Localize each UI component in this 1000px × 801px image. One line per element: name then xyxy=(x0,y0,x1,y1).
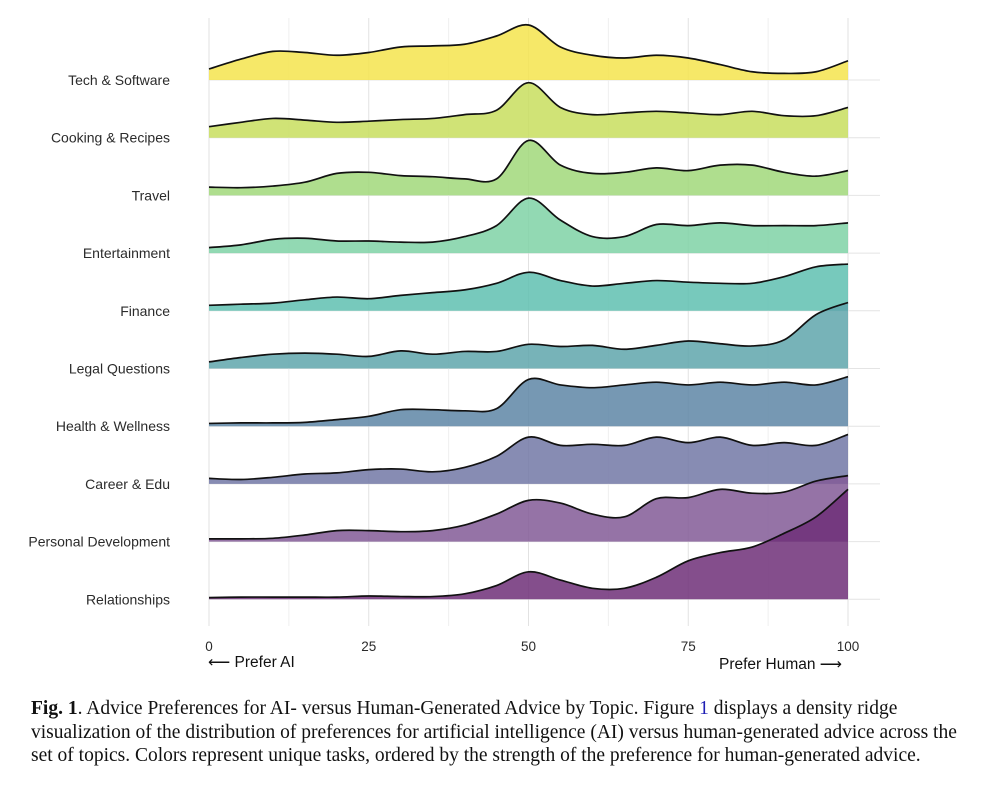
category-label-legal-questions: Legal Questions xyxy=(69,361,170,377)
ridge-line-relationships xyxy=(208,488,849,599)
category-label-entertainment: Entertainment xyxy=(83,245,170,261)
x-tick-label: 50 xyxy=(521,639,536,654)
caption-text-1: . Advice Preferences for AI- versus Huma… xyxy=(77,698,700,719)
ridge-area-travel xyxy=(209,140,848,196)
category-label-relationships: Relationships xyxy=(86,591,170,607)
category-label-tech-software: Tech & Software xyxy=(68,72,170,88)
category-label-travel: Travel xyxy=(132,187,170,203)
ridge-line-tech-software xyxy=(208,23,849,75)
ridge-area-health-wellness xyxy=(209,376,848,427)
ridge-line-finance xyxy=(208,263,849,307)
category-label-cooking-recipes: Cooking & Recipes xyxy=(51,130,170,146)
figure-label: Fig. 1 xyxy=(31,698,78,719)
density-ridgeline-chart: Tech & Software Cooking & Recipes Travel En… xyxy=(28,18,880,673)
ridge-personal-development xyxy=(208,474,849,542)
ridge-entertainment xyxy=(208,197,849,254)
ridge-travel xyxy=(208,139,849,196)
ridge-line-legal-questions xyxy=(208,301,849,363)
category-label-finance: Finance xyxy=(120,303,170,319)
ridge-cooking-recipes xyxy=(208,81,849,138)
x-tick-label: 25 xyxy=(361,639,376,654)
ridge-area-relationships xyxy=(209,489,848,600)
prefer-human-annotation: Prefer Human ⟶ xyxy=(719,656,843,673)
category-labels: Tech & Software Cooking & Recipes Travel En… xyxy=(28,72,170,607)
ridge-line-cooking-recipes xyxy=(208,81,849,128)
ridge-area-tech-software xyxy=(209,24,848,80)
ridge-area-career-edu xyxy=(209,434,848,484)
x-tick-label: 100 xyxy=(837,639,860,654)
category-label-personal-development: Personal Development xyxy=(28,534,170,550)
x-axis-ticks: 0 25 50 75 100 xyxy=(205,639,859,654)
ridge-line-travel xyxy=(208,139,849,189)
ridge-layer xyxy=(208,23,849,600)
ridge-line-entertainment xyxy=(208,197,849,249)
ridge-line-personal-development xyxy=(208,474,849,540)
x-tick-label: 0 xyxy=(205,639,213,654)
category-label-health-wellness: Health & Wellness xyxy=(56,418,170,434)
ridge-finance xyxy=(208,263,849,311)
figure-caption: Fig. 1. Advice Preferences for AI- versu… xyxy=(31,697,976,768)
ridge-line-career-edu xyxy=(208,433,849,481)
x-tick-label: 75 xyxy=(681,639,696,654)
ridge-area-legal-questions xyxy=(209,302,848,369)
ridge-health-wellness xyxy=(208,375,849,427)
prefer-ai-annotation: ⟵ Prefer AI xyxy=(208,654,295,671)
figure-reference-link[interactable]: 1 xyxy=(699,698,709,719)
ridge-area-cooking-recipes xyxy=(209,82,848,138)
ridge-relationships xyxy=(208,488,849,600)
ridge-tech-software xyxy=(208,23,849,80)
caption-text-2: displays a density ridge visualization o… xyxy=(31,698,957,766)
category-label-career-edu: Career & Edu xyxy=(85,476,170,492)
ridge-line-health-wellness xyxy=(208,375,849,425)
ridge-area-entertainment xyxy=(209,198,848,254)
ridge-legal-questions xyxy=(208,301,849,369)
ridge-area-personal-development xyxy=(209,475,848,542)
ridge-career-edu xyxy=(208,433,849,484)
